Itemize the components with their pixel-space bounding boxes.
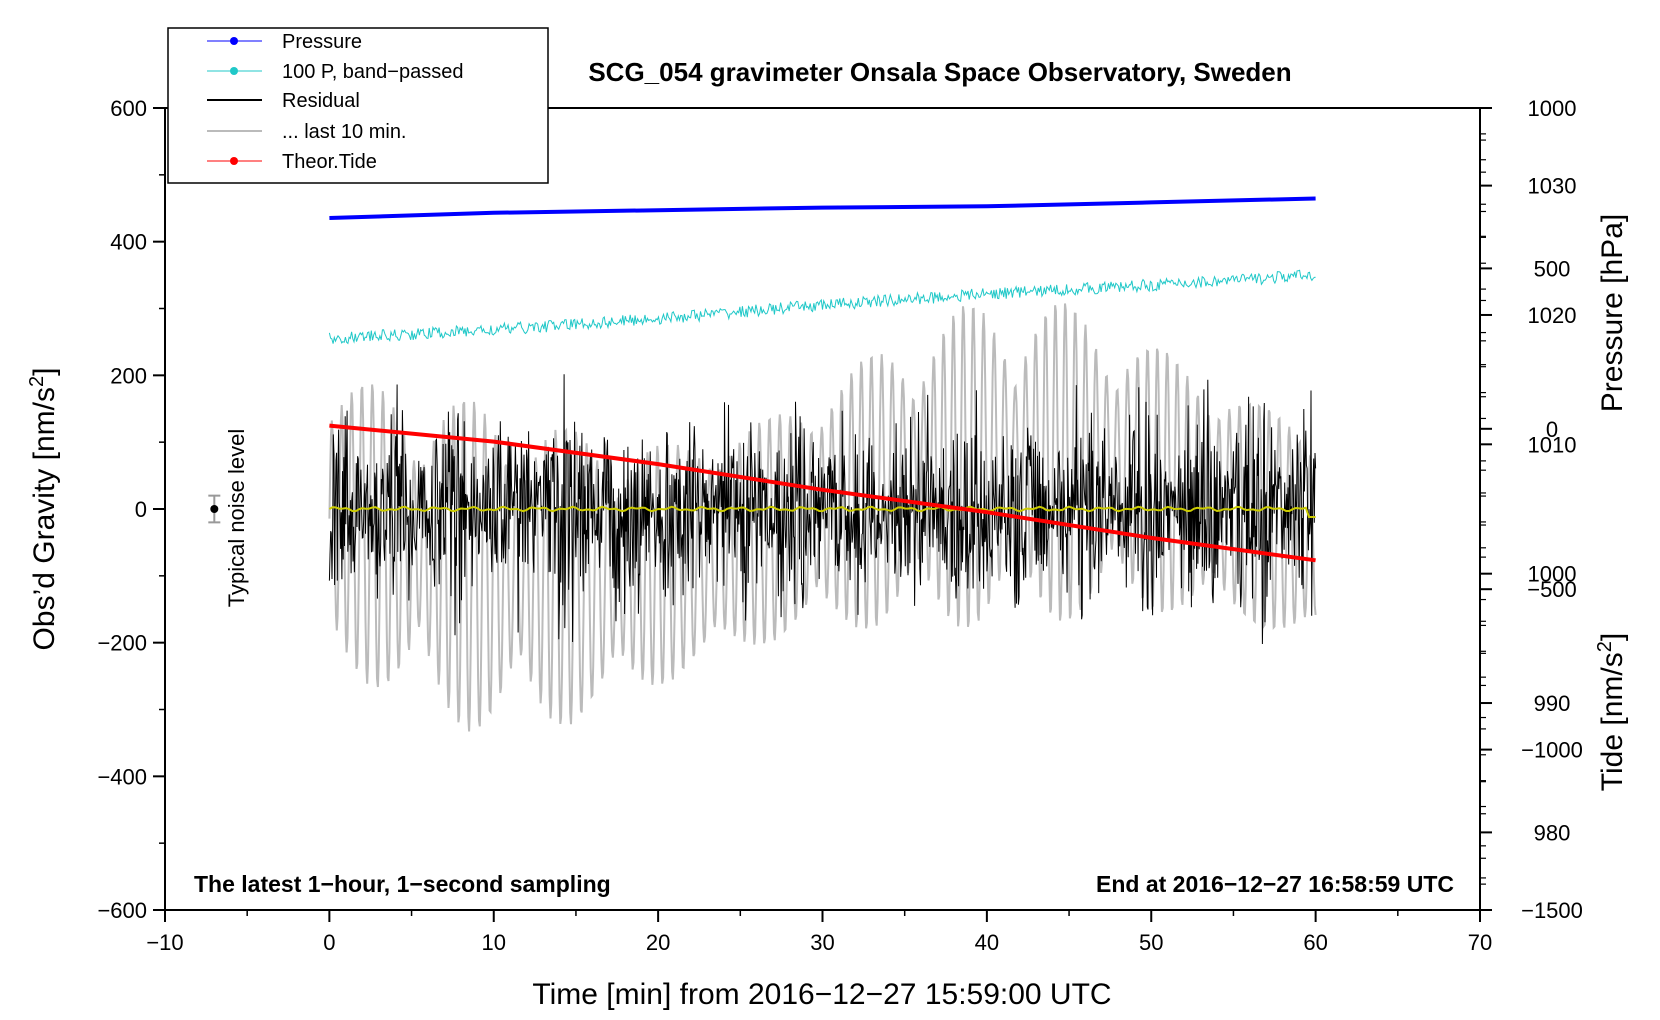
legend-bandpassed-label: 100 P, band−passed	[282, 61, 463, 83]
legend-bandpassed-marker	[230, 67, 238, 75]
x-tick-label: 0	[323, 930, 335, 955]
y-axis-label-end: ]	[28, 368, 61, 376]
legend-tide-marker	[230, 157, 238, 165]
x-tick-label: 30	[810, 930, 834, 955]
tide-axis-label: Tide [nm/s2]	[1594, 633, 1629, 791]
tide-tick-label: 500	[1534, 256, 1571, 281]
tide-tick-label: −1500	[1521, 898, 1583, 923]
legend-residual-label: Residual	[282, 90, 360, 112]
x-tick-label: 40	[975, 930, 999, 955]
noise-marker	[210, 505, 218, 513]
x-tick-label: −10	[146, 930, 183, 955]
x-tick-label: 50	[1139, 930, 1163, 955]
y-tick-label: −200	[97, 631, 147, 656]
legend-last10-label: ... last 10 min.	[282, 121, 407, 143]
y-axis-label: Obs’d Gravity [nm/s2]	[26, 368, 61, 651]
legend: Pressure 100 P, band−passed Residual ...…	[168, 28, 548, 183]
pressure-axis-label: Pressure [hPa]	[1596, 214, 1629, 412]
pressure-tick-label: 1020	[1528, 303, 1577, 328]
legend-pressure-marker	[230, 37, 238, 45]
tide-tick-label: 1000	[1528, 96, 1577, 121]
pressure-tick-label: 1030	[1528, 174, 1577, 199]
x-tick-label: 20	[646, 930, 670, 955]
noise-level-label: Typical noise level	[224, 429, 249, 608]
y-axis-label-sup: 2	[26, 376, 48, 387]
y-tick-label: −400	[97, 764, 147, 789]
tide-tick-label: 0	[1546, 417, 1558, 442]
tide-axis-label-end: ]	[1596, 633, 1629, 641]
y-axis-label-text: Obs’d Gravity [nm/s	[28, 387, 61, 650]
x-tick-label: 60	[1303, 930, 1327, 955]
y-tick-label: 0	[135, 497, 147, 522]
pressure-tick-label: 990	[1534, 691, 1571, 716]
chart-title: SCG_054 gravimeter Onsala Space Observat…	[588, 57, 1291, 87]
annotation-bottom-right: End at 2016−12−27 16:58:59 UTC	[1096, 871, 1454, 897]
annotation-bottom-left: The latest 1−hour, 1−second sampling	[194, 871, 611, 897]
pressure-tick-label: 980	[1534, 820, 1571, 845]
y-tick-label: 400	[110, 230, 147, 255]
tide-tick-label: −1000	[1521, 738, 1583, 763]
x-axis-label: Time [min] from 2016−12−27 15:59:00 UTC	[532, 978, 1111, 1011]
x-tick-label: 10	[482, 930, 506, 955]
y-tick-label: 200	[110, 363, 147, 388]
legend-pressure-label: Pressure	[282, 31, 362, 53]
y-tick-label: −600	[97, 898, 147, 923]
gravimeter-chart: −10 0 10 20 30 40 50 60 70−600−400−2000200400600…	[0, 0, 1660, 1020]
tide-axis-label-sup: 2	[1594, 641, 1616, 652]
tide-axis-label-text: Tide [nm/s	[1596, 652, 1629, 791]
x-tick-label: 70	[1468, 930, 1492, 955]
legend-tide-label: Theor.Tide	[282, 151, 377, 173]
y-tick-label: 600	[110, 96, 147, 121]
tide-tick-label: −500	[1527, 577, 1577, 602]
